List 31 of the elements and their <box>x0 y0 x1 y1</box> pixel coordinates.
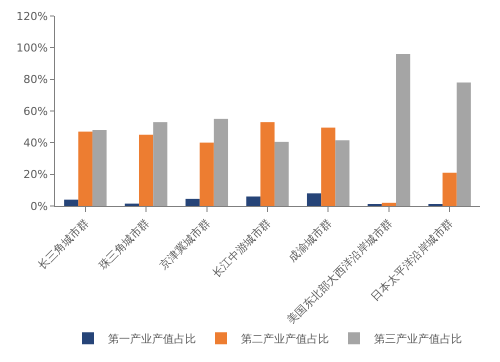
bar <box>92 130 107 206</box>
y-tick-label: 40% <box>23 136 48 150</box>
y-tick-label: 120% <box>16 10 48 23</box>
bar <box>382 202 396 206</box>
y-tick-label: 80% <box>23 73 48 86</box>
y-tick-label: 20% <box>23 168 48 182</box>
y-tick-label: 60% <box>23 104 48 118</box>
bar <box>246 196 260 206</box>
bar <box>260 122 275 206</box>
y-tick-label: 0% <box>30 200 48 213</box>
x-tick-label: 珠三角城市群 <box>96 216 152 272</box>
bar <box>200 142 214 206</box>
bar <box>335 140 350 206</box>
y-tick-label: 100% <box>16 42 48 55</box>
bar <box>396 54 410 206</box>
bar <box>186 198 200 206</box>
bar <box>321 128 336 206</box>
bar <box>138 134 154 206</box>
x-tick-label: 成渝城市群 <box>286 216 334 265</box>
bar <box>64 200 78 206</box>
bar <box>274 142 289 206</box>
legend-label: 第一产业产值占比 <box>108 332 196 346</box>
bar <box>456 82 471 206</box>
bar <box>214 118 228 206</box>
legend-label: 第三产业产值占比 <box>374 332 462 346</box>
bar <box>153 122 168 206</box>
x-tick-label: 长三角城市群 <box>36 216 92 272</box>
legend-label: 第二产业产值占比 <box>241 332 329 346</box>
bar <box>306 193 322 206</box>
bar <box>78 132 92 206</box>
bar <box>442 172 457 206</box>
